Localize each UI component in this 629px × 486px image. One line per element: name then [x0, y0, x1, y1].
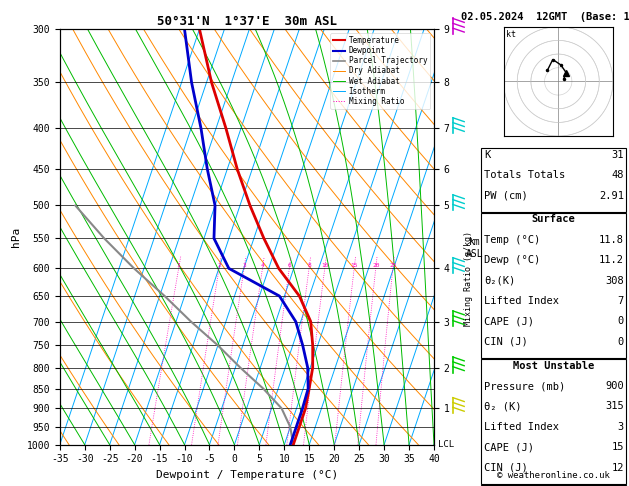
- Text: Pressure (mb): Pressure (mb): [484, 381, 565, 391]
- Text: 15: 15: [350, 263, 358, 268]
- Text: 3: 3: [618, 422, 624, 432]
- Text: CIN (J): CIN (J): [484, 463, 528, 473]
- Text: Lifted Index: Lifted Index: [484, 296, 559, 306]
- Y-axis label: hPa: hPa: [11, 227, 21, 247]
- Text: 11.8: 11.8: [599, 235, 624, 245]
- Text: 8: 8: [307, 263, 311, 268]
- Text: 1: 1: [177, 263, 181, 268]
- Text: 308: 308: [605, 276, 624, 286]
- Text: CIN (J): CIN (J): [484, 337, 528, 347]
- Text: Mixing Ratio (g/kg): Mixing Ratio (g/kg): [464, 231, 473, 326]
- Text: 4: 4: [260, 263, 264, 268]
- Text: 10: 10: [321, 263, 328, 268]
- Text: Dewp (°C): Dewp (°C): [484, 255, 540, 265]
- Text: K: K: [484, 150, 491, 160]
- Text: 11.2: 11.2: [599, 255, 624, 265]
- Text: Totals Totals: Totals Totals: [484, 170, 565, 180]
- Legend: Temperature, Dewpoint, Parcel Trajectory, Dry Adiabat, Wet Adiabat, Isotherm, Mi: Temperature, Dewpoint, Parcel Trajectory…: [330, 33, 430, 109]
- Text: 0: 0: [618, 337, 624, 347]
- Text: 15: 15: [611, 442, 624, 452]
- Text: 12: 12: [611, 463, 624, 473]
- Text: 20: 20: [372, 263, 379, 268]
- Text: LCL: LCL: [438, 440, 454, 449]
- Text: 31: 31: [611, 150, 624, 160]
- X-axis label: Dewpoint / Temperature (°C): Dewpoint / Temperature (°C): [156, 470, 338, 480]
- Text: θ₂ (K): θ₂ (K): [484, 401, 522, 412]
- Text: CAPE (J): CAPE (J): [484, 442, 534, 452]
- Text: CAPE (J): CAPE (J): [484, 316, 534, 327]
- Text: θ₂(K): θ₂(K): [484, 276, 516, 286]
- Text: Temp (°C): Temp (°C): [484, 235, 540, 245]
- Text: PW (cm): PW (cm): [484, 191, 528, 201]
- Text: 25: 25: [389, 263, 397, 268]
- Text: Most Unstable: Most Unstable: [513, 361, 594, 371]
- Text: 48: 48: [611, 170, 624, 180]
- Text: 6: 6: [287, 263, 291, 268]
- Y-axis label: km
ASL: km ASL: [466, 237, 484, 259]
- Title: 50°31'N  1°37'E  30m ASL: 50°31'N 1°37'E 30m ASL: [157, 15, 337, 28]
- Text: Surface: Surface: [532, 214, 576, 225]
- Text: 3: 3: [242, 263, 246, 268]
- Text: 2: 2: [217, 263, 221, 268]
- Text: 2.91: 2.91: [599, 191, 624, 201]
- Text: 02.05.2024  12GMT  (Base: 18): 02.05.2024 12GMT (Base: 18): [461, 12, 629, 22]
- Text: 315: 315: [605, 401, 624, 412]
- Text: kt: kt: [506, 30, 516, 39]
- Text: 7: 7: [618, 296, 624, 306]
- Text: Lifted Index: Lifted Index: [484, 422, 559, 432]
- Text: 900: 900: [605, 381, 624, 391]
- Text: 0: 0: [618, 316, 624, 327]
- Text: © weatheronline.co.uk: © weatheronline.co.uk: [497, 471, 610, 480]
